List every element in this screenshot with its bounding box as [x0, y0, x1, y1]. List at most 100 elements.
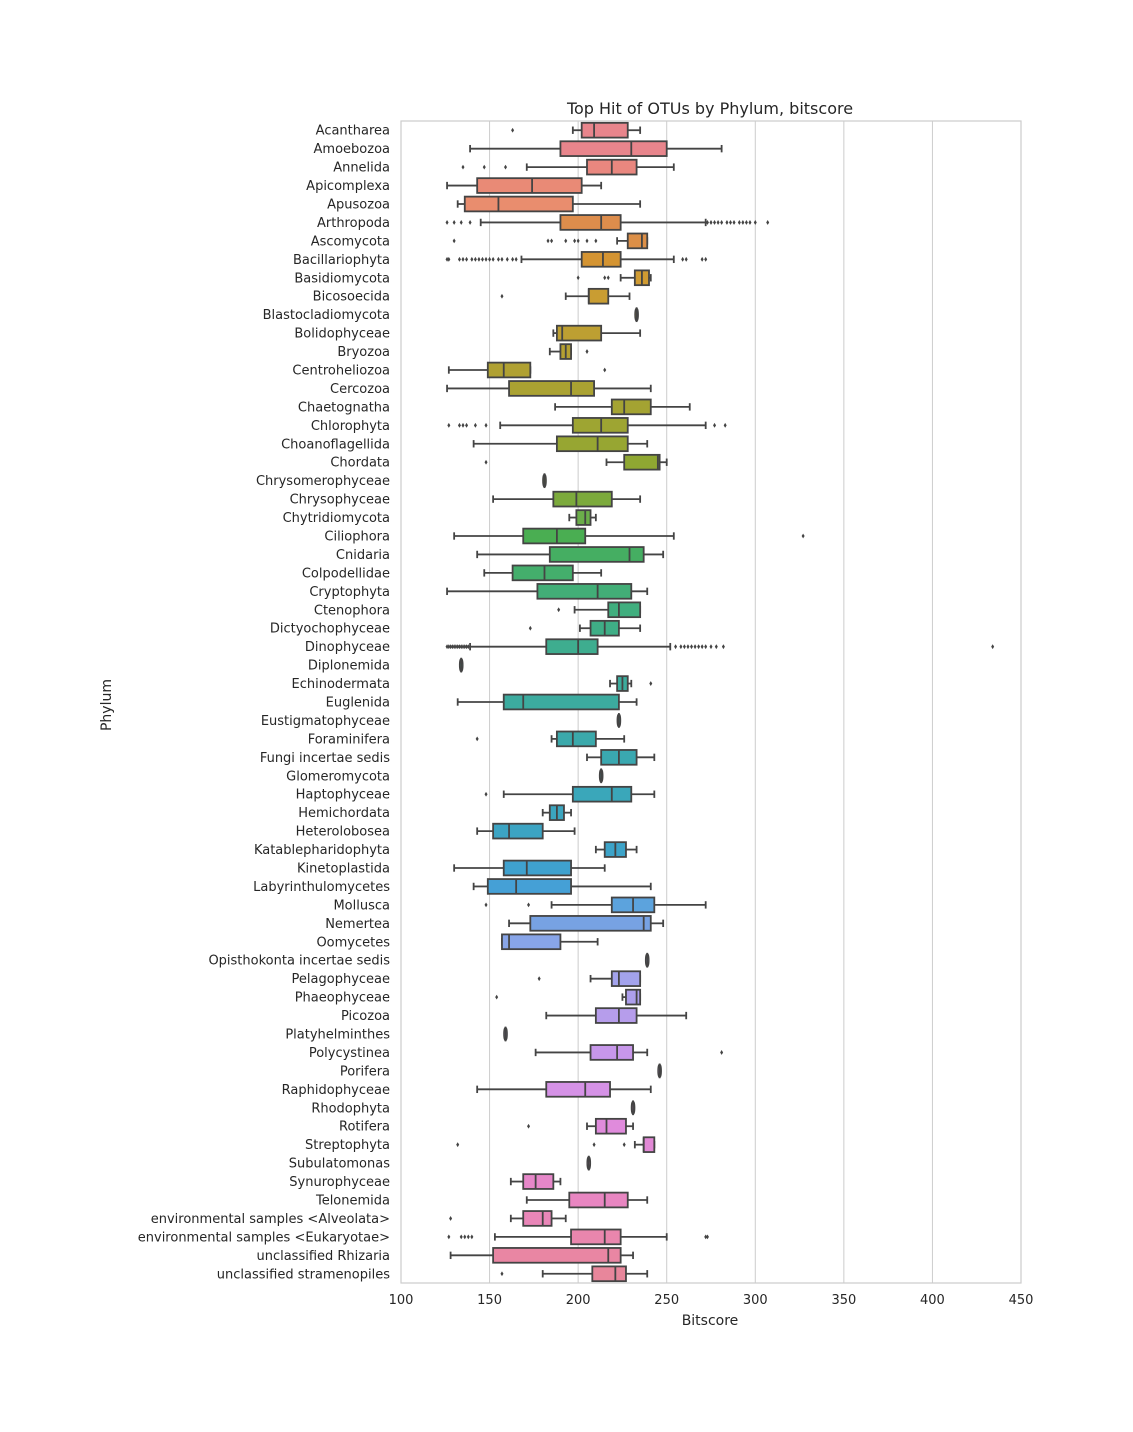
outlier-point	[447, 256, 451, 262]
box-group	[634, 307, 639, 323]
plot-area-frame	[400, 120, 1022, 1284]
outlier-point	[723, 422, 727, 428]
box-group	[446, 177, 603, 194]
y-tick-label: Apusozoa	[327, 198, 390, 213]
y-tick-label: Diplonemida	[308, 659, 390, 674]
y-tick-label: Dinophyceae	[305, 640, 390, 655]
box-group	[500, 287, 631, 305]
y-tick-label: Cnidaria	[336, 548, 390, 563]
outlier-point	[720, 1050, 724, 1055]
box-iqr	[589, 1044, 634, 1061]
outlier-point	[697, 644, 701, 650]
y-tick-label: Opisthokonta incertae sedis	[208, 954, 390, 969]
x-tick-label-400: 400	[920, 1293, 945, 1308]
outlier-point	[445, 256, 449, 262]
outlier-point	[741, 220, 745, 225]
box-group	[586, 1155, 592, 1171]
outlier-point	[484, 459, 488, 465]
box-iqr	[555, 435, 629, 453]
y-tick-label: Echinodermata	[292, 677, 390, 692]
outlier-point	[594, 238, 598, 244]
box-iqr	[555, 324, 603, 342]
y-tick-label: Ciliophora	[324, 530, 390, 545]
outlier-point	[461, 164, 465, 170]
box-group	[630, 1100, 636, 1116]
box-group	[500, 1265, 649, 1283]
outlier-point	[452, 644, 456, 650]
box-group	[472, 435, 649, 453]
box-group	[554, 398, 691, 416]
box-group	[447, 417, 727, 434]
outlier-point	[470, 1234, 474, 1240]
box-group	[509, 1173, 562, 1190]
outlier-point	[465, 644, 469, 650]
y-tick-label: Bolidophyceae	[294, 327, 390, 342]
outlier-point	[713, 422, 717, 428]
outlier-point	[704, 644, 708, 650]
x-tick-label-300: 300	[743, 1293, 768, 1308]
outlier-point	[468, 220, 472, 225]
box-group	[598, 768, 604, 784]
outlier-point	[686, 644, 690, 650]
box-group	[586, 749, 656, 766]
box-iqr	[486, 878, 572, 895]
y-tick-label: Ctenophora	[314, 603, 390, 618]
box-iqr	[529, 915, 652, 932]
outlier-point	[459, 220, 463, 225]
box-group	[484, 453, 668, 471]
outlier-point	[457, 256, 461, 262]
y-tick-label: Oomycetes	[316, 935, 390, 950]
outlier-point	[488, 256, 492, 262]
box-group	[456, 693, 638, 711]
outlier-point	[748, 220, 752, 225]
box-group	[616, 713, 622, 728]
outlier-point	[456, 644, 460, 650]
box-group	[545, 1007, 688, 1024]
outlier-point	[466, 644, 470, 650]
box-group	[456, 1136, 656, 1153]
box-iqr	[626, 232, 649, 250]
y-tick-label: unclassified stramenopiles	[217, 1267, 390, 1282]
y-tick-label: Annelida	[333, 161, 390, 176]
box-group	[484, 896, 707, 914]
box-group	[472, 878, 652, 895]
outlier-point	[674, 644, 678, 650]
box-group	[476, 1081, 652, 1098]
outlier-point	[690, 644, 694, 650]
outlier-point	[721, 644, 725, 650]
box-group	[449, 1247, 634, 1264]
outlier-point	[505, 256, 509, 262]
outlier-point	[456, 1142, 460, 1148]
y-tick-label: Rotifera	[339, 1120, 390, 1135]
outlier-point	[585, 349, 589, 354]
y-axis-label: Phylum	[99, 679, 115, 731]
y-tick-label: unclassified Rhizaria	[256, 1249, 390, 1264]
outlier-point	[564, 238, 568, 244]
outlier-point	[511, 256, 515, 262]
box-group	[537, 970, 642, 987]
y-tick-label: Pelagophyceae	[292, 972, 390, 987]
y-tick-label: environmental samples <Alveolata>	[151, 1212, 390, 1227]
box-group	[495, 988, 642, 1006]
y-tick-label: Ascomycota	[311, 234, 390, 249]
outlier-point	[550, 238, 554, 244]
box-iqr	[610, 398, 652, 416]
box-group	[557, 601, 642, 619]
y-tick-label: Euglenida	[326, 696, 390, 711]
outlier-point	[504, 164, 508, 170]
outlier-point	[725, 220, 729, 225]
box-group	[508, 915, 665, 932]
x-axis-label: Bitscore	[682, 1313, 739, 1329]
y-tick-label: Basidiomycota	[294, 271, 390, 286]
box-iqr	[545, 638, 599, 655]
outlier-point	[681, 256, 685, 262]
outlier-point	[514, 256, 518, 262]
outlier-point	[801, 533, 805, 539]
chart-title: Top Hit of OTUs by Phylum, bitscore	[566, 99, 853, 118]
box-group	[568, 509, 597, 526]
y-tick-labels: Acantharea Amoebozoa Annelida Apicomplexa Ap…	[138, 124, 390, 1283]
outlier-point	[491, 256, 495, 262]
box-iqr	[502, 859, 572, 877]
box-group	[476, 822, 576, 840]
outlier-point	[475, 736, 479, 742]
